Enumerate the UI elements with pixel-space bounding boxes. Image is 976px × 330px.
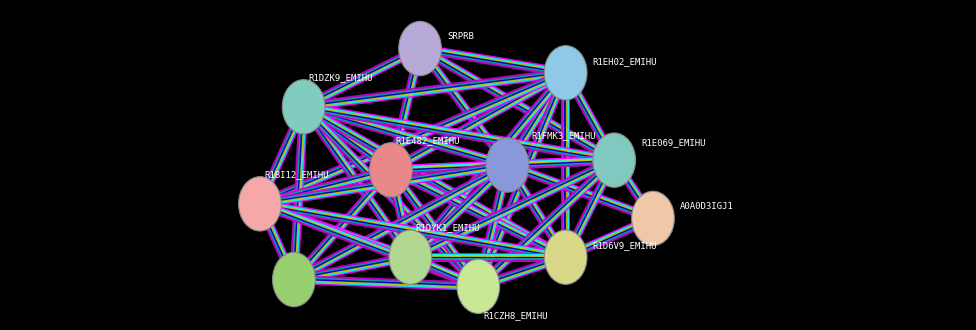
Ellipse shape [486,138,529,192]
Ellipse shape [631,191,674,246]
Text: A0A0D3IGJ1: A0A0D3IGJ1 [680,202,734,211]
Text: R1E482_EMIHU: R1E482_EMIHU [396,136,461,145]
Ellipse shape [389,230,431,284]
Ellipse shape [282,80,325,134]
Ellipse shape [457,259,500,314]
Ellipse shape [592,133,635,187]
Text: R1BI12_EMIHU: R1BI12_EMIHU [264,170,329,179]
Text: R1CZH8_EMIHU: R1CZH8_EMIHU [483,311,548,320]
Text: R1FMK3_EMIHU: R1FMK3_EMIHU [532,131,596,140]
Ellipse shape [545,46,587,100]
Text: R1D6V9_EMIHU: R1D6V9_EMIHU [592,241,657,250]
Ellipse shape [238,177,281,231]
Ellipse shape [399,21,441,76]
Text: SRPRB: SRPRB [447,32,474,41]
Ellipse shape [545,230,587,284]
Ellipse shape [370,143,412,197]
Text: R1EH02_EMIHU: R1EH02_EMIHU [592,57,657,66]
Text: R1DZK9_EMIHU: R1DZK9_EMIHU [308,73,373,82]
Text: R1E069_EMIHU: R1E069_EMIHU [641,138,706,147]
Ellipse shape [272,252,315,307]
Text: R1DYK1_EMIHU: R1DYK1_EMIHU [415,224,480,233]
